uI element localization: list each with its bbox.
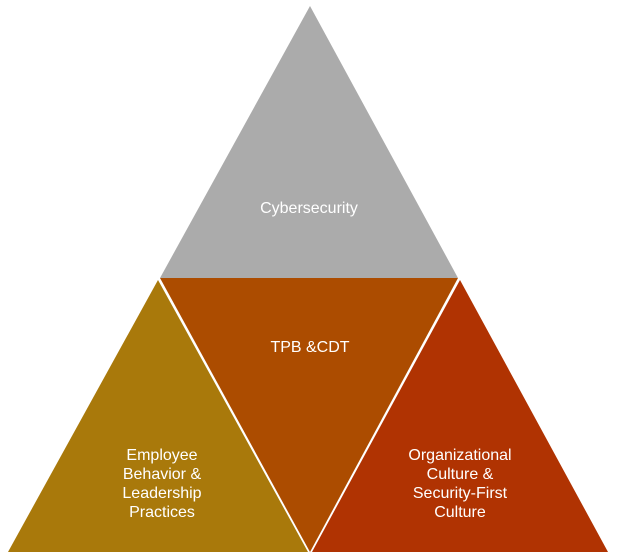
organizational-culture-line: Organizational	[380, 446, 540, 465]
tpb-cdt-label: TPB &CDT	[210, 338, 410, 357]
cybersecurity-label: Cybersecurity	[209, 199, 409, 218]
organizational-culture-line: Culture	[380, 503, 540, 522]
organizational-culture-line: Culture &	[380, 465, 540, 484]
employee-behavior-line: Practices	[92, 503, 232, 522]
tpb-cdt-label-text: TPB &CDT	[270, 339, 349, 356]
employee-behavior-line: Leadership	[92, 484, 232, 503]
cybersecurity-label-text: Cybersecurity	[260, 200, 358, 217]
employee-behavior-line: Behavior &	[92, 465, 232, 484]
organizational-culture-label: Organizational Culture & Security-First …	[380, 446, 540, 522]
employee-behavior-line: Employee	[92, 446, 232, 465]
top-triangle	[160, 6, 458, 278]
organizational-culture-line: Security-First	[380, 484, 540, 503]
employee-behavior-label: Employee Behavior & Leadership Practices	[92, 446, 232, 522]
